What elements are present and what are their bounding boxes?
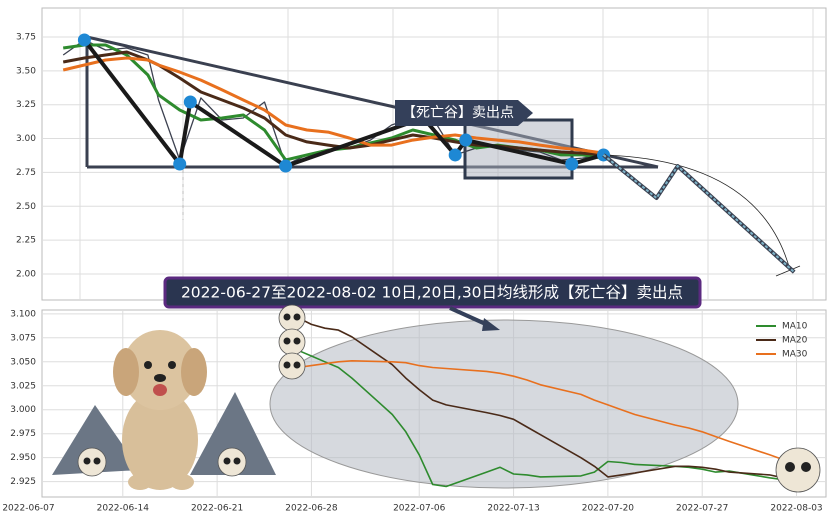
x-tick-label: 2022-07-27 xyxy=(676,504,728,514)
x-tick-label: 2022-08-03 xyxy=(770,504,822,514)
banner-text: 2022-06-27至2022-08-02 10日,20日,30日均线形成【死亡… xyxy=(181,284,683,302)
x-tick-label: 2022-06-07 xyxy=(2,504,54,514)
y-tick-label: 2.00 xyxy=(16,269,36,279)
y-tick-label: 3.00 xyxy=(16,134,36,144)
pattern-point xyxy=(173,157,187,171)
y-tick-label: 3.075 xyxy=(10,333,36,343)
y-tick-label: 2.75 xyxy=(16,168,36,178)
series-line xyxy=(62,56,604,155)
x-tick-label: 2022-06-28 xyxy=(285,504,338,514)
highlight-ellipse xyxy=(269,319,739,489)
x-tick-label: 2022-07-20 xyxy=(582,504,635,514)
y-tick-label: 2.925 xyxy=(10,477,36,487)
projection-line xyxy=(602,154,795,273)
x-tick-label: 2022-06-14 xyxy=(97,504,150,514)
y-tick-label: 3.000 xyxy=(10,405,36,415)
y-tick-label: 2.975 xyxy=(10,429,36,439)
series-line xyxy=(297,360,784,461)
pattern-point xyxy=(279,159,293,173)
dog-illustration xyxy=(52,330,276,490)
banner: 2022-06-27至2022-08-02 10日,20日,30日均线形成【死亡… xyxy=(163,276,702,309)
legend-label: MA10 xyxy=(782,322,808,332)
pattern-point xyxy=(459,133,473,147)
banner-arrowhead xyxy=(482,318,500,331)
legend-label: MA30 xyxy=(782,350,808,360)
y-tick-label: 3.50 xyxy=(16,66,36,76)
y-tick-label: 3.25 xyxy=(16,100,36,110)
y-tick-label: 3.75 xyxy=(16,32,36,42)
pattern-point xyxy=(183,95,197,109)
y-tick-label: 2.50 xyxy=(16,202,36,212)
x-tick-label: 2022-07-06 xyxy=(393,504,446,514)
skull-icons xyxy=(77,304,821,493)
y-tick-label: 2.950 xyxy=(10,453,36,463)
pattern-point xyxy=(448,148,462,162)
pattern-point xyxy=(77,33,91,47)
annotation-callout: 【死亡谷】卖出点 xyxy=(395,100,533,126)
series-line xyxy=(297,349,784,488)
annotation-text: 【死亡谷】卖出点 xyxy=(402,105,514,121)
y-tick-label: 3.025 xyxy=(10,381,36,391)
legend-label: MA20 xyxy=(782,336,808,346)
pattern-point xyxy=(565,157,579,171)
x-tick-label: 2022-06-21 xyxy=(191,504,243,514)
series-line xyxy=(297,316,784,479)
y-tick-label: 2.25 xyxy=(16,236,36,246)
x-tick-label: 2022-07-13 xyxy=(487,504,539,514)
y-tick-label: 3.100 xyxy=(10,309,36,319)
y-tick-label: 3.050 xyxy=(10,357,36,367)
